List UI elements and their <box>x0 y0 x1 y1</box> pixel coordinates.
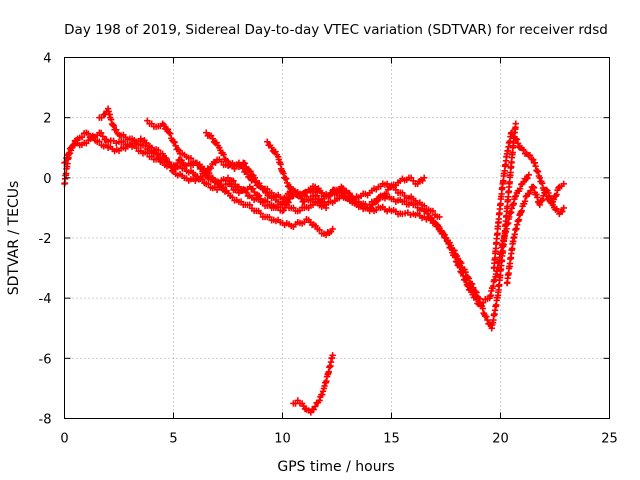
x-axis-label: GPS time / hours <box>277 459 394 475</box>
series-track-9 <box>503 180 567 287</box>
series-track-6 <box>264 138 443 221</box>
tick-labels: 0 5 10 15 20 25 -8 -6 -4 -2 0 2 4 <box>39 52 618 447</box>
data-point <box>536 201 543 209</box>
data-point <box>159 150 166 157</box>
grid <box>64 57 610 419</box>
data-point <box>268 144 275 151</box>
data-point <box>525 171 533 179</box>
y-tick-label: -8 <box>39 413 52 428</box>
x-tick-label: 10 <box>274 432 291 447</box>
x-tick-label: 25 <box>601 432 618 447</box>
chart-title: Day 198 of 2019, Sidereal Day-to-day VTE… <box>64 22 608 38</box>
data-point <box>322 204 330 212</box>
data-point <box>512 120 519 127</box>
x-tick-label: 20 <box>492 432 509 447</box>
y-tick-label: 4 <box>43 52 51 67</box>
data-point <box>165 129 173 136</box>
y-axis-label: SDTVAR / TECUs <box>6 181 22 296</box>
y-tick-label: 0 <box>43 172 51 187</box>
data-point <box>560 180 567 188</box>
series-track-5 <box>203 129 428 215</box>
series-track-2 <box>61 129 533 308</box>
data-point <box>312 403 319 410</box>
data-point <box>209 174 216 182</box>
axis-ticks <box>64 57 610 419</box>
x-tick-label: 0 <box>60 432 68 447</box>
series-track-4 <box>144 117 336 239</box>
data-point <box>329 352 336 359</box>
y-tick-label: -2 <box>39 232 52 247</box>
data-point <box>209 135 216 142</box>
data-point <box>200 165 208 173</box>
series-track-8 <box>490 129 567 272</box>
x-tick-label: 5 <box>169 432 177 447</box>
y-tick-label: -6 <box>39 352 52 367</box>
data-point <box>536 174 543 182</box>
data-marks <box>61 105 567 416</box>
y-tick-label: -4 <box>39 292 52 307</box>
series-track-7 <box>290 352 336 416</box>
data-point <box>530 183 537 191</box>
data-point <box>436 213 443 221</box>
data-point <box>316 397 323 404</box>
data-point <box>464 282 471 290</box>
data-point <box>512 192 519 200</box>
x-tick-label: 15 <box>383 432 400 447</box>
y-tick-label: 2 <box>43 112 51 127</box>
data-point <box>329 225 336 233</box>
data-point <box>421 174 428 182</box>
data-point <box>560 204 567 212</box>
data-point <box>264 138 271 145</box>
